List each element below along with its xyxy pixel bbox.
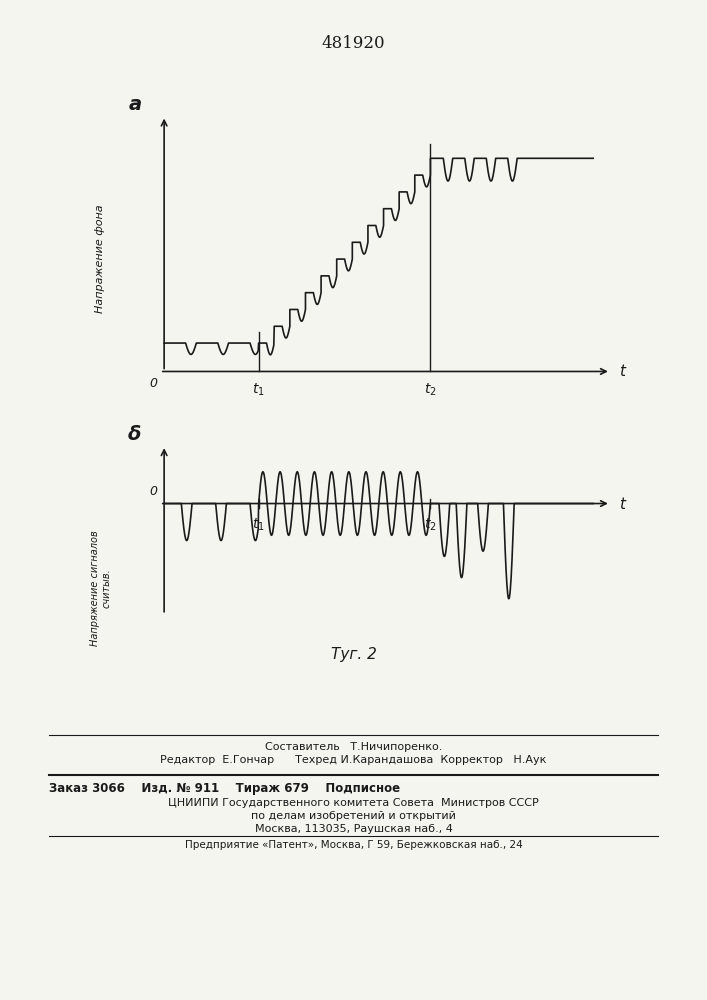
Text: 481920: 481920 — [322, 35, 385, 52]
Text: 0: 0 — [150, 377, 158, 390]
Text: $t_2$: $t_2$ — [424, 516, 437, 533]
Text: $t_1$: $t_1$ — [252, 516, 265, 533]
Text: $t$: $t$ — [619, 363, 628, 379]
Text: δ: δ — [128, 426, 141, 444]
Text: $t_1$: $t_1$ — [252, 381, 265, 398]
Text: ЦНИИПИ Государственного комитета Совета  Министров СССР: ЦНИИПИ Государственного комитета Совета … — [168, 798, 539, 808]
Text: Напражение фона: Напражение фона — [95, 204, 105, 313]
Text: 0: 0 — [150, 485, 158, 498]
Text: Напряжение сигналов
считыв.: Напряжение сигналов считыв. — [90, 530, 111, 646]
Text: Предприятие «Патент», Москва, Г 59, Бережковская наб., 24: Предприятие «Патент», Москва, Г 59, Бере… — [185, 840, 522, 850]
Text: Редактор  Е.Гончар      Техред И.Карандашова  Корректор   Н.Аук: Редактор Е.Гончар Техред И.Карандашова К… — [160, 755, 547, 765]
Text: Τуг. 2: Τуг. 2 — [331, 648, 376, 662]
Text: Составитель   Т.Ничипоренко.: Составитель Т.Ничипоренко. — [265, 742, 442, 752]
Text: a: a — [128, 96, 141, 114]
Text: Москва, 113035, Раушская наб., 4: Москва, 113035, Раушская наб., 4 — [255, 824, 452, 834]
Text: $t_2$: $t_2$ — [424, 381, 437, 398]
Text: Заказ 3066    Изд. № 911    Тираж 679    Подписное: Заказ 3066 Изд. № 911 Тираж 679 Подписно… — [49, 782, 401, 795]
Text: $t$: $t$ — [619, 496, 628, 512]
Text: по делам изобретений и открытий: по делам изобретений и открытий — [251, 811, 456, 821]
